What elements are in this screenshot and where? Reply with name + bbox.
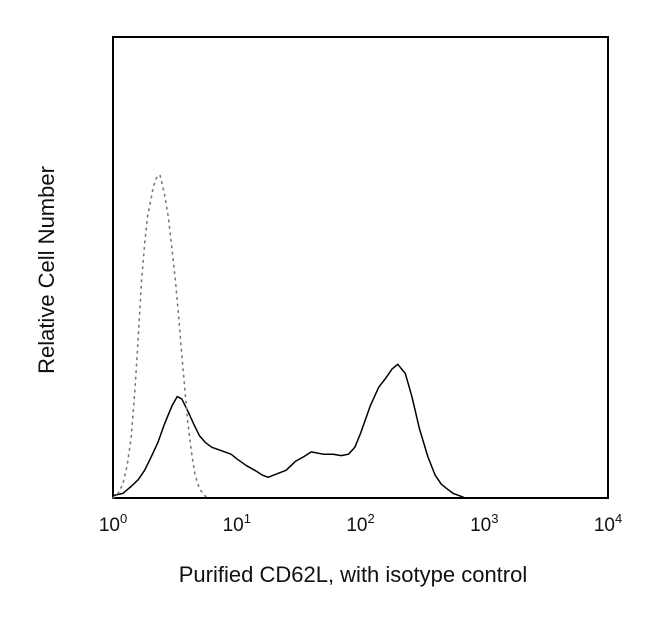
plot-frame xyxy=(112,36,609,499)
series-layer xyxy=(112,174,466,499)
x-tick-label-1: 101 xyxy=(223,511,251,536)
x-tick-label-4: 104 xyxy=(594,511,622,536)
x-tick-label-0: 100 xyxy=(99,511,127,536)
y-axis-title: Relative Cell Number xyxy=(34,166,59,374)
x-axis-title: Purified CD62L, with isotype control xyxy=(179,562,528,587)
x-tick-label-3: 103 xyxy=(470,511,498,536)
x-tick-label-2: 102 xyxy=(346,511,374,536)
x-tick-labels: 100 101 102 103 104 xyxy=(99,511,622,536)
series-cd62l-line xyxy=(112,363,466,499)
series-isotype-control-line xyxy=(112,174,211,499)
